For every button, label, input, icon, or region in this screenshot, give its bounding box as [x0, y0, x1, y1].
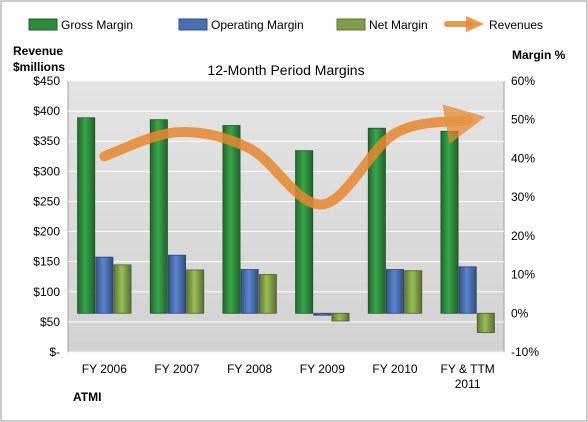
legend-label-net-margin: Net Margin [369, 18, 428, 32]
left-tick-label: $100 [33, 285, 60, 299]
bar-net-margin [331, 312, 350, 322]
legend-swatch-gross-margin [28, 18, 58, 31]
revenue-line [99, 104, 486, 210]
right-tick-label: 0% [511, 306, 529, 320]
left-axis-ticks: $- $50 $100 $150 $200 $250 $300 $350 $400 $450 [33, 74, 60, 359]
bar-operating-margin [313, 312, 332, 316]
bar-gross-margin [77, 117, 96, 314]
left-tick-label: $250 [33, 194, 60, 208]
bar-operating-margin [458, 266, 477, 314]
bar-gross-margin [440, 130, 459, 314]
left-tick-label: $50 [40, 315, 60, 329]
x-tick-label: FY 2007 [154, 362, 199, 376]
bar-gross-margin [295, 150, 314, 314]
left-tick-label: $450 [33, 74, 60, 88]
bar-operating-margin [168, 254, 186, 314]
left-tick-label: $300 [33, 164, 60, 178]
legend-swatch-revenues [444, 16, 484, 32]
left-axis-label-line2: $millions [13, 60, 65, 74]
x-tick-label: FY 2010 [372, 362, 417, 376]
bar-gross-margin [222, 125, 241, 314]
x-tick-label: FY 2008 [227, 362, 272, 376]
company-label: ATMI [73, 390, 101, 404]
legend-label-operating-margin: Operating Margin [211, 18, 304, 32]
bars [77, 117, 495, 334]
right-axis-label: Margin % [512, 48, 566, 62]
left-tick-label: $200 [33, 225, 60, 239]
left-tick-label: $400 [33, 104, 60, 118]
right-tick-label: 60% [511, 74, 535, 88]
legend: Gross Margin Operating Margin Net Margin… [28, 16, 543, 32]
right-axis-ticks: -10% 0% 10% 20% 30% 40% 50% 60% [511, 74, 539, 359]
right-tick-label: -10% [511, 345, 539, 359]
x-tick-label: FY 2006 [82, 362, 127, 376]
right-tick-label: 20% [511, 229, 535, 243]
legend-swatch-operating-margin [178, 18, 208, 31]
legend-label-gross-margin: Gross Margin [61, 18, 133, 32]
legend-swatch-net-margin [336, 18, 366, 31]
bar-net-margin [404, 270, 423, 314]
bar-operating-margin [386, 269, 404, 314]
bar-net-margin [113, 264, 132, 314]
x-axis-ticks: FY 2006 FY 2007 FY 2008 FY 2009 FY 2010 FY & … [82, 362, 495, 391]
right-tick-label: 30% [511, 190, 535, 204]
bar-net-margin [476, 312, 495, 334]
x-tick-label: FY & TTM 2011 [441, 362, 495, 391]
bar-operating-margin [240, 269, 259, 314]
revenues-line [99, 104, 486, 210]
bar-gross-margin [367, 127, 386, 314]
bar-net-margin [186, 269, 205, 314]
bar-operating-margin [95, 256, 114, 314]
right-tick-label: 10% [511, 268, 535, 282]
left-tick-label: $350 [33, 134, 60, 148]
right-tick-label: 50% [511, 113, 535, 127]
legend-label-revenues: Revenues [489, 18, 543, 32]
left-tick-label: $- [49, 345, 60, 359]
bar-gross-margin [149, 119, 168, 314]
right-tick-label: 40% [511, 151, 535, 165]
bar-net-margin [258, 274, 277, 314]
x-tick-label: FY 2009 [300, 362, 345, 376]
left-tick-label: $150 [33, 255, 60, 269]
left-axis-label-line1: Revenue [13, 44, 63, 58]
chart-title: 12-Month Period Margins [207, 62, 364, 78]
